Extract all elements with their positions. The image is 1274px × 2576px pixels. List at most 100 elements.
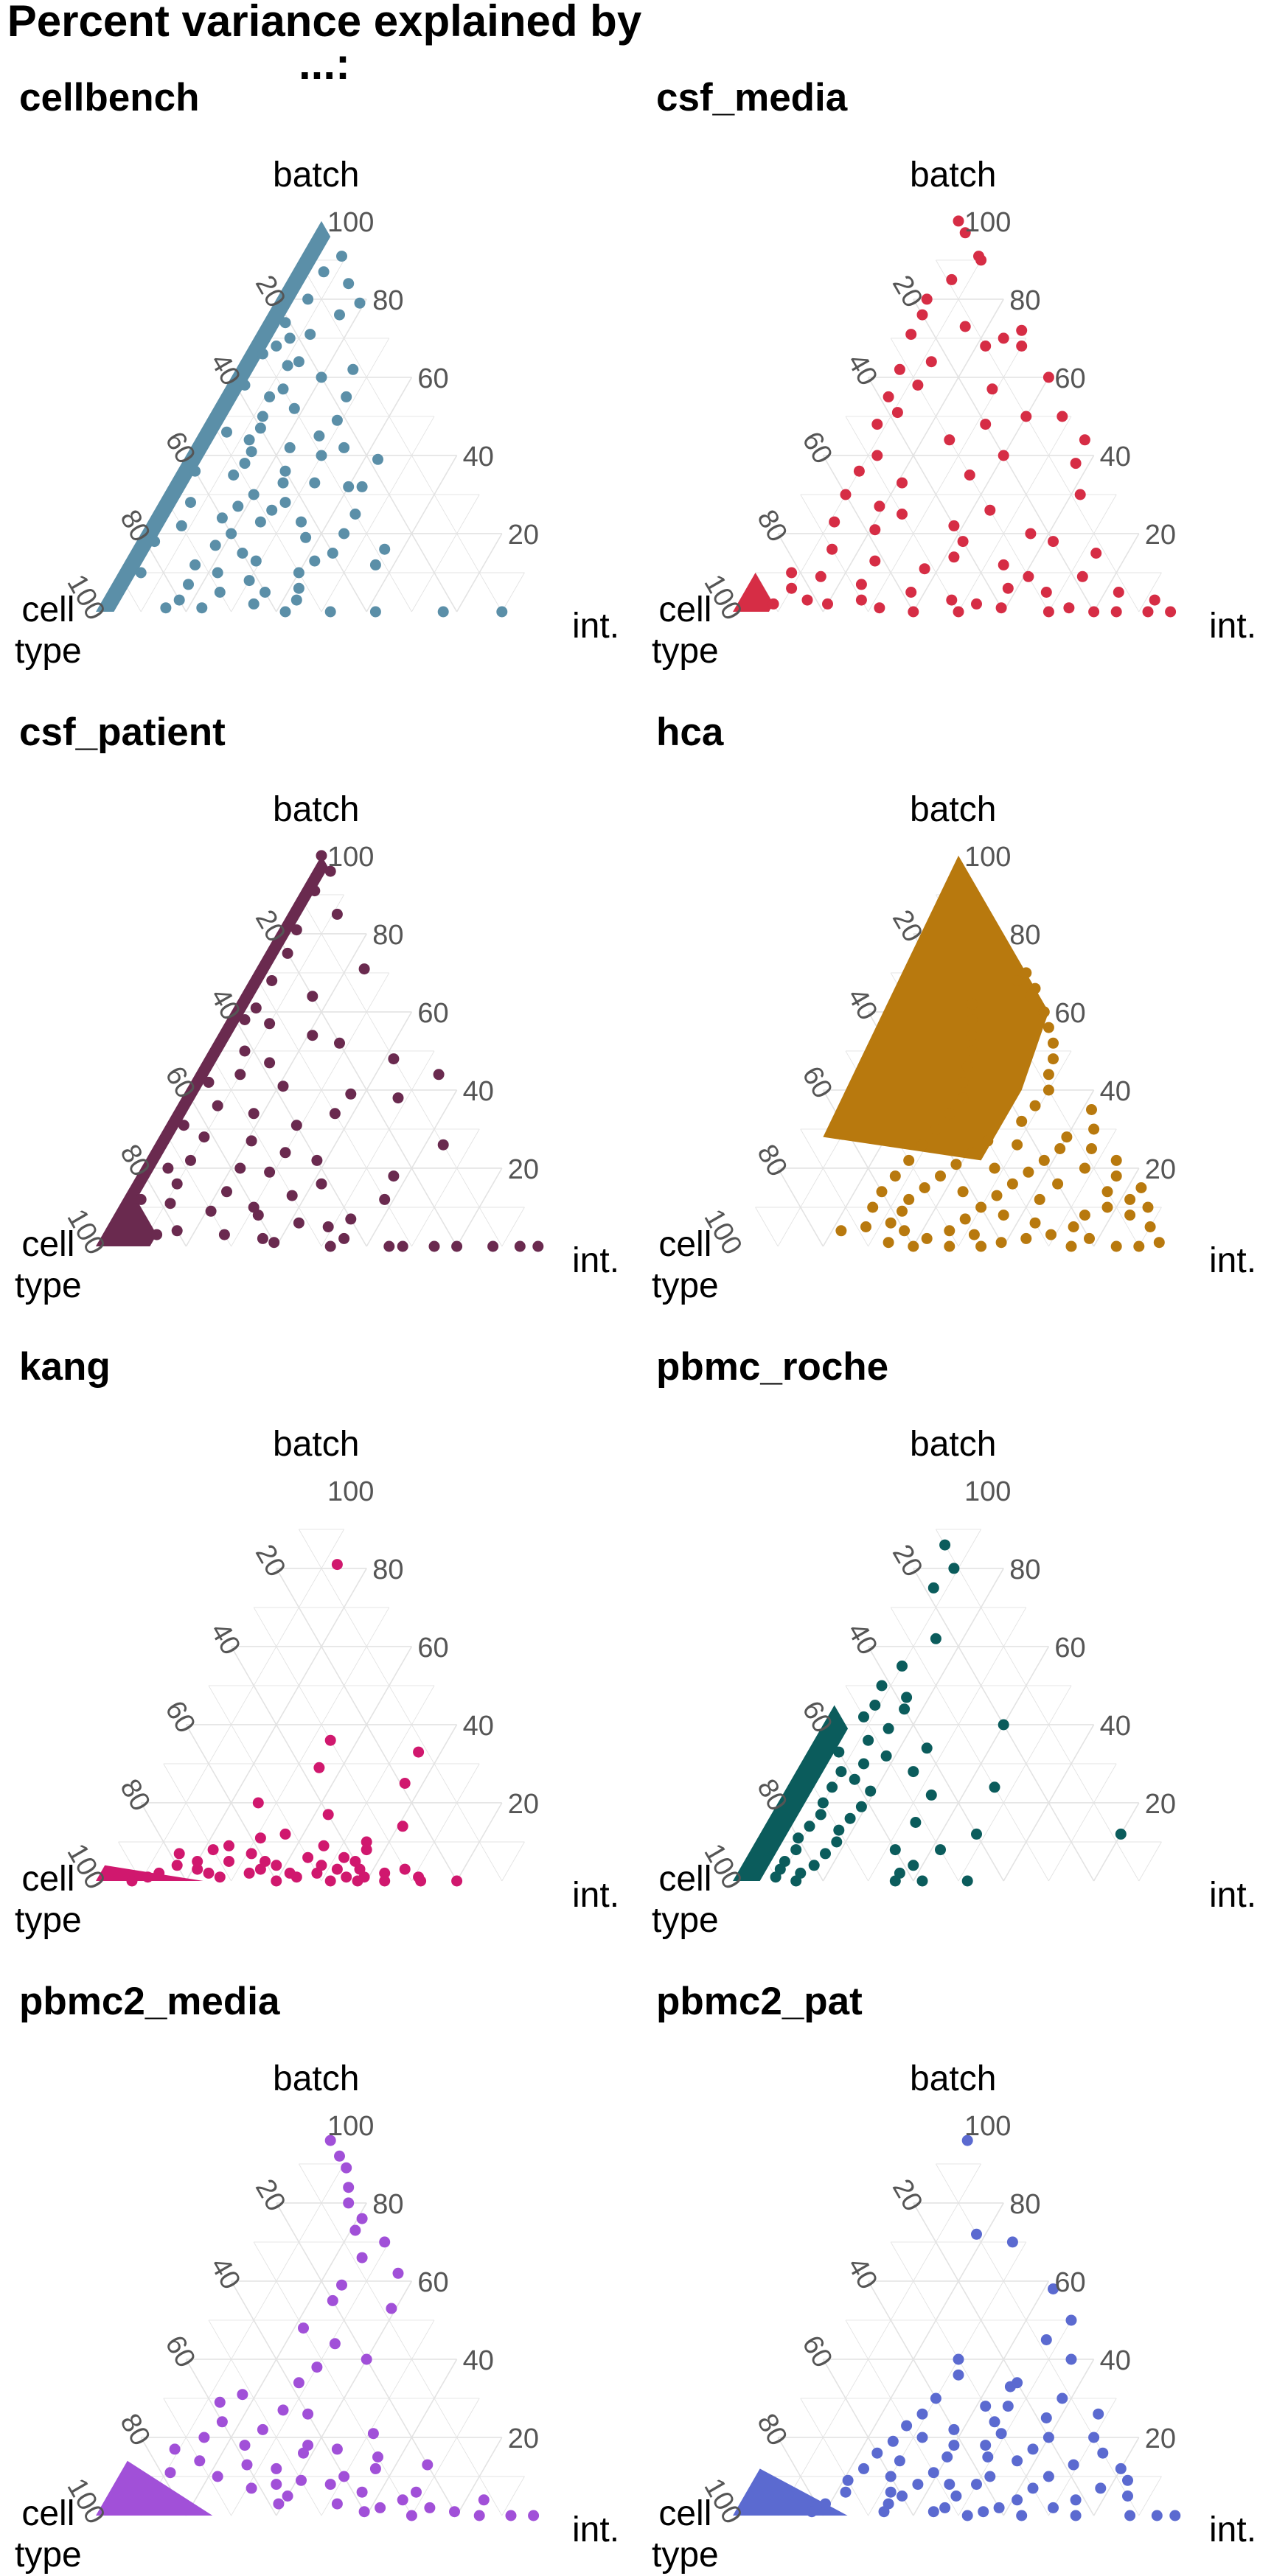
data-point — [322, 1809, 334, 1821]
data-point — [912, 380, 924, 391]
axis-label-interaction: int. — [572, 607, 620, 646]
grid-line — [253, 2241, 412, 2516]
data-point — [405, 2510, 417, 2521]
data-point — [293, 582, 304, 594]
grid-line — [185, 1089, 277, 1247]
data-point — [858, 2462, 869, 2474]
data-point — [162, 1162, 174, 1174]
data-point — [282, 360, 293, 371]
data-point — [266, 975, 278, 986]
tick-label-cell-type: 40 — [841, 1618, 884, 1661]
data-point — [437, 1139, 449, 1151]
data-point — [939, 1539, 951, 1551]
axis-label-batch: batch — [910, 790, 997, 829]
data-point — [246, 1135, 257, 1147]
data-point — [817, 1797, 829, 1809]
data-point — [160, 602, 172, 614]
data-point — [341, 1871, 352, 1883]
data-point — [1042, 2471, 1054, 2482]
data-point — [316, 850, 327, 862]
grid-line — [845, 2320, 959, 2516]
tick-label-interaction: 100 — [1140, 1899, 1190, 1905]
data-point — [302, 2440, 314, 2451]
data-point — [369, 559, 381, 570]
data-point — [1113, 587, 1124, 598]
data-point — [221, 426, 232, 438]
data-point — [820, 1848, 831, 1860]
data-point — [343, 2182, 355, 2193]
data-point — [279, 606, 291, 618]
tick-label-cell-type: 20 — [249, 1540, 292, 1582]
data-point — [386, 2303, 397, 2314]
dense-region — [96, 855, 329, 1246]
tick-label-batch: 60 — [417, 1633, 448, 1664]
data-point — [908, 1766, 919, 1778]
data-point — [264, 1166, 276, 1178]
data-point — [257, 1232, 268, 1244]
data-point — [790, 1844, 802, 1856]
axis-label-cell-type: cell type — [652, 1225, 719, 1305]
data-point — [975, 1240, 987, 1252]
data-point — [964, 470, 975, 481]
data-point — [953, 2353, 964, 2365]
data-point — [887, 2435, 899, 2447]
panel-kang: kang202020404040606060808080100100100bat… — [0, 1269, 637, 1940]
data-point — [966, 998, 978, 1010]
data-point — [953, 215, 964, 227]
axis-label-cell-type: cell type — [652, 590, 719, 671]
data-point — [135, 567, 147, 579]
data-point — [293, 1217, 304, 1229]
data-point — [844, 1812, 856, 1824]
data-point — [1034, 1193, 1045, 1205]
tick-label-interaction: 60 — [330, 1264, 372, 1270]
grid-line — [456, 2437, 503, 2516]
data-point — [948, 1563, 960, 1574]
grid-line — [321, 1050, 435, 1247]
ternary-plot-kang: 202020404040606060808080100100100 — [61, 1476, 553, 1905]
data-point — [1153, 1237, 1165, 1249]
data-point — [296, 2474, 307, 2486]
data-point — [354, 1863, 366, 1875]
data-point — [935, 1844, 946, 1856]
dense-region — [733, 1705, 849, 1881]
data-point — [1068, 1221, 1079, 1232]
data-point — [212, 567, 223, 579]
data-point — [1038, 1154, 1050, 1166]
data-point — [901, 2420, 913, 2432]
grid-line — [299, 2163, 503, 2516]
data-point — [302, 293, 314, 305]
tick-label-cell-type: 40 — [841, 983, 884, 1026]
data-point — [1165, 606, 1177, 618]
data-point — [853, 465, 865, 477]
tick-label-batch: 80 — [1009, 285, 1040, 316]
data-point — [971, 2479, 982, 2491]
tick-label-batch: 100 — [327, 842, 374, 873]
grid-line — [185, 2359, 277, 2516]
tick-label-cell-type: 60 — [796, 1061, 838, 1104]
data-point — [250, 555, 262, 567]
data-point — [345, 1088, 357, 1100]
data-point — [277, 1081, 289, 1092]
data-point — [833, 1824, 845, 1836]
ternary-plot-cellbench: 202020404040606060808080100100100 — [61, 207, 553, 635]
tick-label-interaction: 80 — [420, 1899, 463, 1905]
tick-label-batch: 20 — [1145, 520, 1176, 551]
data-point — [151, 1229, 163, 1240]
data-point — [316, 450, 327, 461]
grid-line — [411, 2398, 480, 2516]
data-point — [126, 1875, 138, 1887]
data-point — [921, 293, 933, 305]
grid-line — [231, 338, 390, 612]
grid-line — [1003, 1089, 1095, 1247]
data-point — [966, 1030, 978, 1041]
data-point — [254, 1832, 266, 1844]
data-point — [142, 1871, 153, 1883]
data-point — [164, 1198, 176, 1210]
tick-label-batch: 40 — [463, 2345, 494, 2376]
grid-line — [1003, 1724, 1095, 1882]
data-point — [971, 1828, 982, 1840]
tick-label-interaction: 40 — [240, 1899, 282, 1905]
dense-region — [733, 2468, 869, 2516]
data-point — [953, 606, 964, 618]
data-point — [903, 1193, 915, 1205]
